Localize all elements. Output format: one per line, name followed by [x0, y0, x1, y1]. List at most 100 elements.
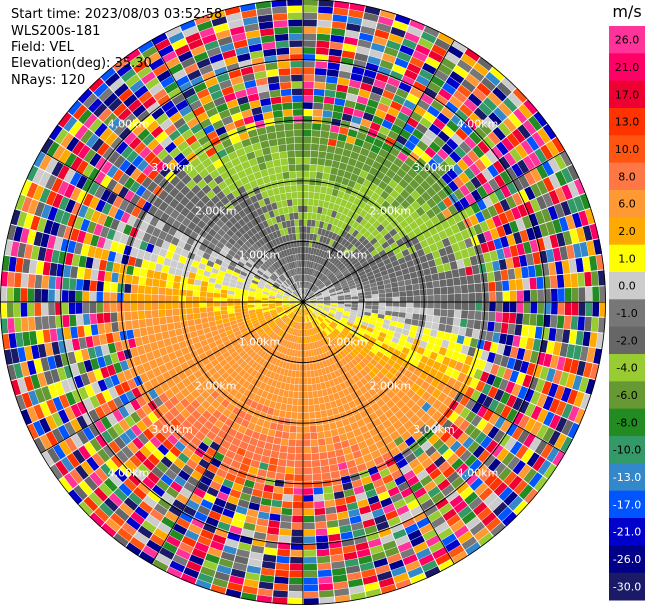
ppi-gate: [415, 377, 425, 387]
ppi-gate: [481, 168, 494, 182]
ppi-gate: [283, 295, 290, 299]
ppi-gate: [542, 236, 553, 250]
ppi-gate: [207, 546, 223, 558]
ppi-gate: [290, 269, 295, 276]
ppi-gate: [41, 275, 50, 289]
ppi-gate: [94, 507, 110, 523]
ppi-gate: [325, 506, 337, 515]
ppi-gate: [336, 324, 344, 331]
ppi-gate: [134, 336, 143, 347]
ppi-gate: [343, 271, 351, 278]
ppi-gate: [456, 59, 473, 73]
ppi-gate: [350, 237, 359, 246]
ppi-gate: [340, 396, 348, 405]
ppi-gate: [106, 364, 117, 377]
ppi-gate: [288, 319, 293, 326]
ppi-gate: [381, 174, 392, 185]
ppi-gate: [301, 309, 303, 316]
ppi-gate: [107, 205, 119, 218]
ppi-gate: [344, 232, 352, 241]
ppi-gate: [262, 376, 270, 384]
ppi-gate: [326, 145, 336, 154]
ppi-gate: [336, 289, 343, 293]
ppi-gate: [192, 296, 200, 302]
ppi-gate: [367, 245, 376, 253]
ppi-gate: [335, 345, 343, 353]
ppi-gate: [421, 191, 432, 202]
ppi-gate: [337, 426, 346, 435]
ppi-gate: [327, 415, 336, 424]
ppi-gate: [194, 541, 210, 553]
ppi-gate: [476, 253, 485, 265]
ppi-gate: [282, 273, 288, 280]
ppi-gate: [330, 266, 337, 273]
ppi-gate: [368, 379, 377, 388]
ppi-gate: [306, 315, 310, 322]
ppi-gate: [305, 343, 309, 351]
ppi-gate: [125, 542, 142, 557]
ppi-gate: [155, 113, 169, 126]
ppi-gate: [246, 229, 254, 238]
ppi-gate: [484, 472, 498, 487]
ppi-gate: [441, 82, 457, 96]
ppi-gate: [501, 452, 515, 467]
ppi-gate: [337, 133, 348, 142]
ppi-gate: [172, 554, 188, 567]
ppi-gate: [377, 284, 385, 290]
ppi-gate: [308, 293, 315, 299]
ppi-gate: [292, 363, 297, 371]
ppi-gate: [541, 208, 552, 223]
ppi-gate: [290, 550, 303, 557]
ppi-gate: [317, 316, 324, 322]
ppi-gate: [336, 311, 343, 315]
ppi-gate: [149, 57, 165, 71]
ppi-gate: [145, 277, 153, 287]
ppi-gate: [274, 402, 282, 410]
ppi-gate: [70, 326, 79, 339]
ppi-gate: [368, 443, 379, 453]
ppi-gate: [488, 412, 500, 426]
ppi-gate: [309, 296, 316, 300]
ppi-gate: [113, 102, 128, 117]
ppi-gate: [215, 394, 225, 404]
ppi-gate: [141, 335, 150, 345]
ppi-gate: [516, 243, 526, 256]
ppi-gate: [303, 40, 316, 48]
ppi-gate: [50, 221, 61, 236]
ppi-gate: [275, 252, 281, 260]
ppi-gate: [420, 498, 435, 511]
ppi-gate: [289, 312, 295, 319]
ppi-gate: [389, 70, 404, 82]
ppi-gate: [261, 236, 269, 244]
ppi-gate: [53, 236, 63, 251]
ppi-gate: [400, 547, 416, 559]
ppi-gate: [234, 555, 249, 565]
ppi-gate: [87, 347, 97, 360]
ppi-gate: [390, 209, 400, 219]
ppi-gate: [278, 267, 284, 274]
ppi-gate: [328, 216, 335, 225]
ppi-gate: [105, 517, 121, 533]
ppi-gate: [337, 190, 345, 199]
ppi-gate: [269, 224, 276, 233]
ppi-gate: [255, 355, 263, 364]
ppi-gate: [479, 371, 490, 383]
ppi-gate: [421, 391, 432, 402]
ppi-gate: [220, 289, 228, 295]
ppi-gate: [470, 176, 482, 189]
ppi-gate: [138, 276, 147, 286]
ppi-gate: [249, 329, 257, 336]
ppi-gate: [130, 193, 141, 206]
ppi-gate: [168, 226, 178, 237]
ppi-gate: [146, 101, 161, 115]
ppi-gate: [164, 205, 175, 216]
ppi-gate: [311, 136, 320, 145]
ppi-gate: [569, 359, 580, 375]
ppi-gate: [110, 240, 120, 252]
ppi-gate: [282, 304, 290, 308]
ppi-gate: [365, 437, 375, 447]
ppi-gate: [124, 274, 133, 284]
ppi-gate: [333, 182, 341, 191]
ppi-gate: [321, 321, 328, 328]
ppi-gate: [469, 458, 483, 472]
